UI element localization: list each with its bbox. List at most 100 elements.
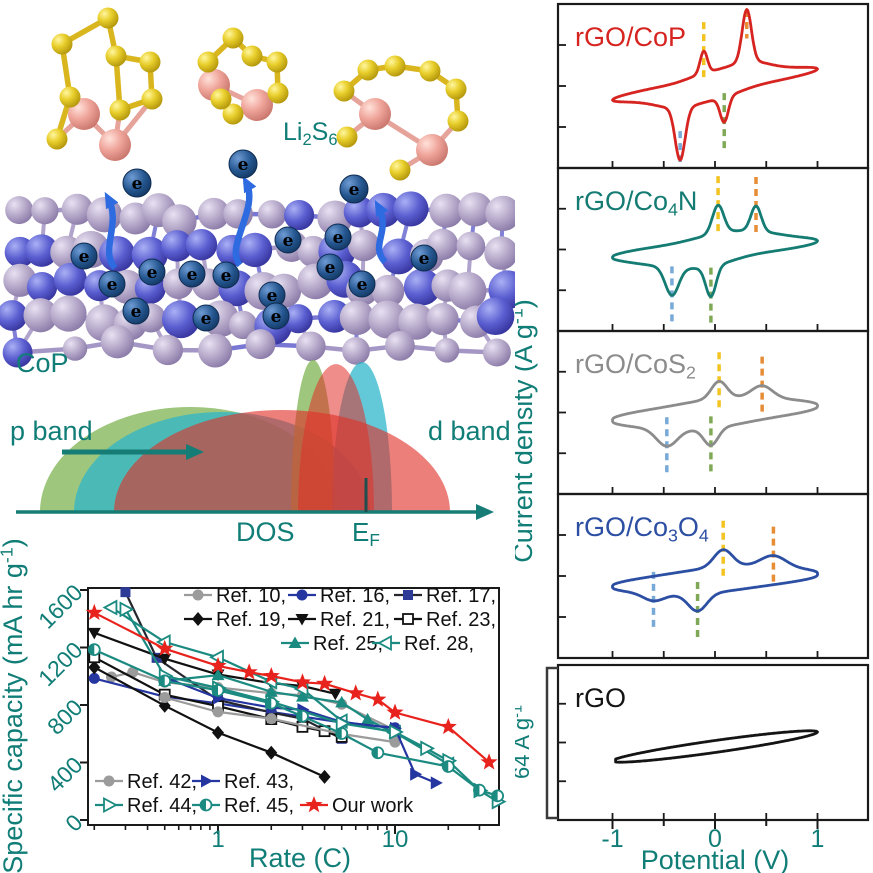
electron-transfer-arrow [374,199,389,265]
electron: e [316,253,344,281]
svg-text:e: e [132,174,143,194]
electron: e [98,270,126,298]
svg-text:e: e [267,286,278,306]
legend-ref10: Ref. 10, [184,585,286,607]
potential-tick-label: 0 [708,825,722,853]
svg-text:e: e [107,275,118,295]
electron: e [70,242,98,270]
electron: e [324,223,352,251]
cop-label: CoP [16,348,69,378]
x-axis-title: Rate (C) [249,843,351,873]
legend-label: Ref. 17, [426,585,496,607]
y-tick-label: 400 [42,752,88,798]
legend-label: Ref. 23, [426,609,496,631]
cv-panel-label: rGO [575,683,626,713]
electron: e [122,297,150,325]
electron: e [178,260,206,288]
dos-label: DOS [236,517,295,547]
legend-label: Ref. 16, [320,585,390,607]
electron: e [262,302,290,330]
legend-ref23: Ref. 23, [394,609,496,631]
legend-ref21: Ref. 21, [288,609,390,631]
legend-label: Ref. 21, [320,609,390,631]
potential-tick-label: -1 [601,825,623,853]
electron: e [274,226,302,254]
svg-text:e: e [79,247,90,267]
legend-label: Ref. 44, [127,795,197,817]
li2s6-molecule [333,55,469,181]
fermi-level-label: EF [352,517,380,550]
svg-text:e: e [283,231,294,251]
current-scale-label: 64 A g-1 [515,705,534,779]
svg-text:e: e [131,302,142,322]
cv-panel-1: rGO/Co4N [556,166,870,333]
cv-panel-4: rGO [556,663,870,822]
li2s6-molecule [197,27,289,125]
legend-ref17: Ref. 17, [394,585,496,607]
legend-label: Ref. 25, [313,633,383,655]
electron: e [348,270,376,298]
legend-ref19: Ref. 19, [184,609,286,631]
cop-slab [0,191,515,368]
current-scale-bracket: 64 A g-1 [515,666,558,820]
svg-text:e: e [271,307,282,327]
cv-panel-label: rGO/CoP [575,22,686,52]
y-axis-title: Specific capacity (mA hr g-1) [0,540,28,873]
svg-text:e: e [201,309,212,329]
electron-transfer-arrow [104,191,119,271]
potential-tick-label: 1 [811,825,825,853]
y-tick-label: 1200 [33,637,88,692]
cv-panel-label: rGO/CoS2 [575,349,696,382]
current-density-axis-title: Current density (A g-1) [515,299,538,562]
legend-ref25: Ref. 25, [281,633,383,655]
cv-panel-3: rGO/Co3O4 [556,492,870,660]
electron: e [192,304,220,332]
legend-ref28: Ref. 28, [372,633,474,655]
series-ref19 [88,660,331,784]
d-band-label: d band [428,416,511,446]
svg-text:e: e [325,258,336,278]
legend-label: Ref. 28, [404,633,474,655]
p-band-label: p band [10,416,93,446]
series-our_work [85,603,498,770]
cv-curves-panel: rGO/CoP rGO/Co4N rGO/CoS2 rGO/Co3O4 rGO -1 0 1P… [515,2,870,873]
y-tick-label: 800 [42,694,88,740]
svg-text:e: e [419,249,430,269]
y-tick-label: 1600 [33,579,88,634]
electron: e [410,244,438,272]
legend-ref42: Ref. 42, [95,771,197,793]
series-ref45 [87,643,505,803]
x-tick-label: 1 [211,826,224,853]
electron: e [228,149,258,179]
svg-text:e: e [333,228,344,248]
electron-transfer-arrow [232,175,257,268]
electron: e [212,261,240,289]
svg-text:e: e [147,263,158,283]
cv-panel-0: rGO/CoP [556,2,870,170]
legend-label: Ref. 19, [216,609,286,631]
potential-axis-title: Potential (V) [641,845,790,873]
electron: e [138,258,166,286]
svg-text:e: e [357,275,368,295]
li2s6-molecule [46,7,163,161]
legend-our_work: Our work [300,795,414,817]
y-tick-label: 0 [60,809,87,836]
cv-panel-label: rGO/Co4N [575,186,697,219]
dos-schematic: p band d band DOS EF [10,360,511,550]
legend-label: Ref. 43, [224,771,294,793]
electron: e [122,168,152,198]
legend-ref45: Ref. 45, [192,795,294,817]
svg-text:e: e [187,265,198,285]
legend-ref44: Ref. 44, [95,795,197,817]
legend-ref43: Ref. 43, [192,771,294,793]
svg-text:e: e [349,180,360,200]
legend-label: Ref. 10, [216,585,286,607]
svg-text:e: e [221,266,232,286]
legend-label: Ref. 42, [127,771,197,793]
li2s6-label: Li2S6 [283,118,338,149]
x-tick-label: 10 [382,826,409,853]
electron: e [258,281,286,309]
legend-label: Ref. 45, [224,795,294,817]
